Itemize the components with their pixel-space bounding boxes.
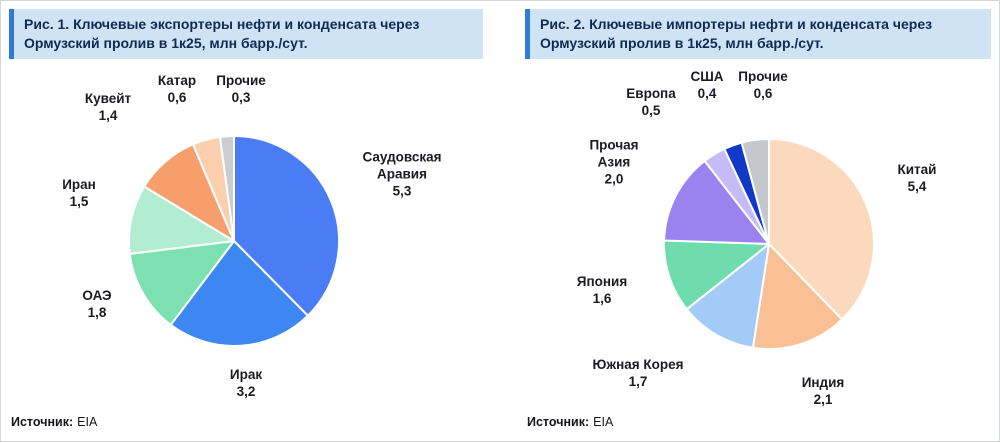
pie-label-value: 1,6: [592, 291, 612, 306]
exporters-pie: [128, 135, 340, 347]
pie-label-value: 0,3: [231, 90, 251, 105]
pie-label-name: Прочие: [216, 73, 266, 89]
source-note: Источник: EIA: [11, 415, 97, 429]
importers-pie-chart: Китай 5,4 Индия 2,1 Южная Корея 1,7 Япон…: [525, 63, 995, 413]
pie-label-value: 0,4: [697, 86, 717, 101]
pie-label-europe: Европа 0,5: [626, 86, 675, 120]
pie-label-other-asia: Прочая Азия 2,0: [583, 138, 645, 189]
pie-label-name: Китай: [897, 162, 937, 178]
pie-label-uae: ОАЭ 1,8: [82, 288, 111, 322]
pie-slice-2: [128, 240, 235, 326]
pie-label-others-exporters: Прочие 0,3: [216, 73, 266, 107]
pie-slice-0: [768, 138, 875, 321]
pie-label-value: 1,7: [628, 374, 648, 389]
source-note: Источник: EIA: [527, 415, 613, 429]
pie-label-kuwait: Кувейт 1,4: [85, 91, 131, 125]
pie-label-iran: Иран 1,5: [62, 177, 96, 211]
pie-label-value: 0,5: [641, 103, 661, 118]
pie-label-name: Ирак: [229, 367, 263, 383]
pie-slice-0: [233, 135, 340, 317]
pie-label-name: Саудовская Аравия: [362, 149, 442, 182]
pie-label-value: 1,8: [87, 305, 107, 320]
pie-slice-1: [169, 240, 309, 347]
pie-label-value: 1,5: [69, 194, 89, 209]
pie-label-value: 5,3: [392, 183, 412, 199]
pie-label-iraq: Ирак 3,2: [230, 367, 262, 401]
pie-slice-2: [685, 243, 770, 349]
pie-label-value: 2,0: [604, 171, 624, 187]
pie-label-value: 0,6: [753, 86, 773, 101]
pie-label-name: Европа: [626, 86, 676, 102]
pie-slice-7: [740, 138, 770, 245]
pie-label-india: Индия 2,1: [802, 375, 845, 409]
pie-label-value: 5,4: [907, 179, 927, 194]
importers-pie: [663, 138, 875, 350]
pie-label-name: Кувейт: [84, 91, 132, 107]
pie-label-usa: США 0,4: [690, 69, 723, 103]
pie-slice-6: [219, 135, 235, 242]
pie-label-name: Япония: [576, 274, 628, 290]
pie-label-saudi-arabia: Саудовская Аравия 5,3: [347, 150, 457, 201]
pie-slice-3: [663, 239, 770, 311]
pie-label-name: США: [690, 69, 724, 85]
figure-2-title: Рис. 2. Ключевые импортеры нефти и конде…: [525, 9, 991, 59]
pie-label-others-importers: Прочие 0,6: [738, 69, 788, 103]
pie-label-name: Индия: [801, 375, 845, 391]
source-value: EIA: [593, 415, 614, 429]
pie-label-value: 1,4: [98, 108, 118, 123]
pie-label-name: Южная Корея: [592, 357, 684, 373]
pie-label-value: 3,2: [236, 384, 256, 399]
pie-slice-1: [751, 243, 844, 350]
source-value: EIA: [77, 415, 98, 429]
figure-1-title: Рис. 1. Ключевые экспортеры нефти и конд…: [9, 9, 483, 59]
pie-label-name: Иран: [62, 177, 96, 193]
pie-label-name: Прочая Азия: [589, 137, 639, 170]
pie-label-south-korea: Южная Корея 1,7: [592, 357, 683, 391]
pie-slice-3: [128, 185, 235, 255]
source-label: Источник:: [11, 415, 74, 429]
pie-label-value: 2,1: [813, 392, 833, 407]
pie-label-value: 0,6: [167, 90, 187, 105]
pie-slice-4: [663, 159, 770, 245]
exporters-panel: Рис. 1. Ключевые экспортеры нефти и конд…: [9, 1, 487, 443]
pie-label-name: Катар: [157, 73, 197, 89]
pie-label-qatar: Катар 0,6: [158, 73, 196, 107]
pie-label-name: ОАЭ: [82, 288, 112, 304]
source-label: Источник:: [527, 415, 590, 429]
pie-label-name: Прочие: [738, 69, 788, 85]
pie-label-japan: Япония 1,6: [577, 274, 627, 308]
pie-label-china: Китай 5,4: [898, 162, 937, 196]
importers-panel: Рис. 2. Ключевые импортеры нефти и конде…: [525, 1, 995, 443]
exporters-pie-chart: Саудовская Аравия 5,3 Ирак 3,2 ОАЭ 1,8 И…: [9, 63, 487, 413]
